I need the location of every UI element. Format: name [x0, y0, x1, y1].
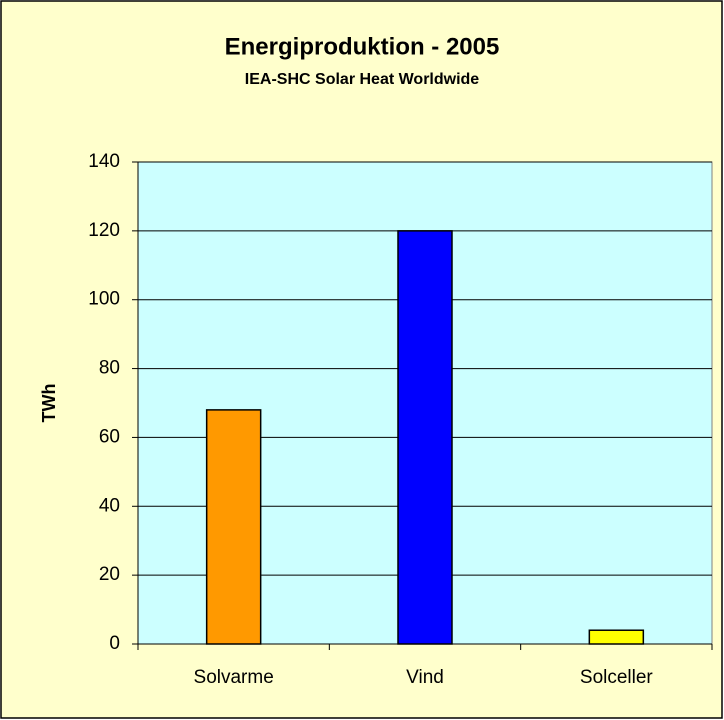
- x-tick-label: Solceller: [580, 667, 654, 688]
- y-tick-label: 140: [88, 151, 120, 172]
- chart-subtitle: IEA-SHC Solar Heat Worldwide: [245, 71, 480, 88]
- x-tick-label: Solvarme: [194, 667, 274, 688]
- y-tick-label: 80: [99, 358, 120, 379]
- y-tick-label: 0: [109, 633, 120, 654]
- y-axis-label: TWh: [39, 384, 59, 423]
- x-tick-label: Vind: [406, 667, 444, 688]
- y-tick-label: 60: [99, 426, 120, 447]
- chart-title: Energiproduktion - 2005: [225, 33, 500, 60]
- y-tick-label: 40: [99, 495, 120, 516]
- y-tick-label: 100: [88, 289, 120, 310]
- bar: [588, 629, 645, 645]
- y-tick-label: 20: [99, 564, 120, 585]
- bar: [205, 409, 262, 645]
- bar: [397, 230, 453, 645]
- y-tick-label: 120: [88, 220, 120, 241]
